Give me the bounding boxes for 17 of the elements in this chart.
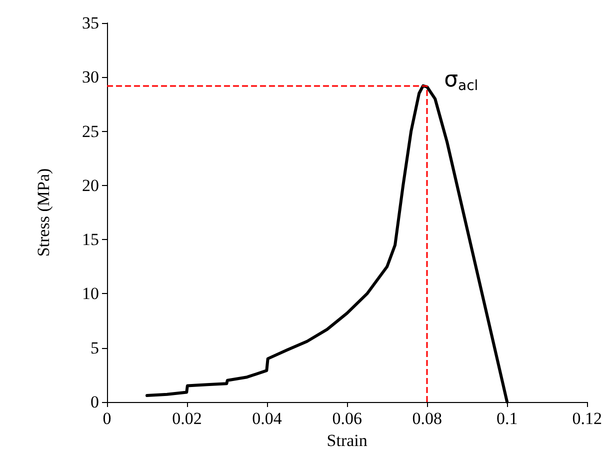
y-tick-label: 5 — [90, 338, 99, 358]
x-tick-label: 0.1 — [496, 409, 518, 428]
y-tick-label: 35 — [82, 14, 99, 32]
y-tick-label: 10 — [82, 284, 99, 304]
y-tick-label: 30 — [82, 68, 99, 87]
y-axis-title: Stress (MPa) — [34, 168, 53, 257]
y-tick-label: 25 — [82, 122, 99, 141]
x-tick-label: 0.06 — [332, 409, 362, 428]
y-tick-label: 15 — [82, 230, 99, 250]
x-axis-title: Strain — [326, 431, 368, 450]
y-tick-label: 20 — [82, 176, 99, 195]
x-tick-label: 0.08 — [412, 409, 442, 428]
y-tick-label: 0 — [90, 392, 99, 412]
x-tick-label: 0.12 — [572, 409, 602, 428]
x-tick-label: 0.02 — [172, 409, 202, 428]
x-tick-label: 0 — [102, 409, 112, 428]
x-tick-label: 0.04 — [252, 409, 282, 428]
